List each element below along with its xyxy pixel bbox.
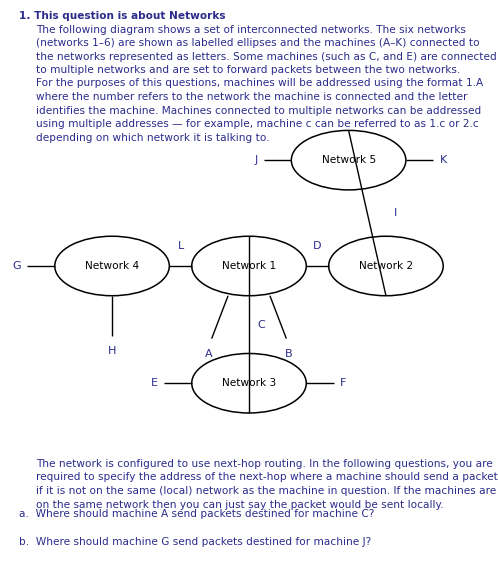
Text: Network 5: Network 5 <box>322 155 375 165</box>
Text: The following diagram shows a set of interconnected networks. The six networks
(: The following diagram shows a set of int… <box>36 25 497 76</box>
Text: H: H <box>108 346 116 356</box>
Text: Network 4: Network 4 <box>85 261 139 271</box>
Text: Network 1: Network 1 <box>222 261 276 271</box>
Text: E: E <box>151 378 158 388</box>
Text: Network 2: Network 2 <box>359 261 413 271</box>
Text: The network is configured to use next-hop routing. In the following questions, y: The network is configured to use next-ho… <box>36 459 498 510</box>
Text: K: K <box>440 155 447 165</box>
Text: C: C <box>257 320 265 329</box>
Text: For the purposes of this questions, machines will be addressed using the format : For the purposes of this questions, mach… <box>36 78 483 143</box>
Text: A: A <box>205 349 213 359</box>
Text: L: L <box>177 241 184 251</box>
Text: J: J <box>254 155 257 165</box>
Text: b.  Where should machine G send packets destined for machine J?: b. Where should machine G send packets d… <box>19 537 371 546</box>
Text: 1. This question is about Networks: 1. This question is about Networks <box>19 11 226 21</box>
Text: F: F <box>340 378 347 388</box>
Text: a.  Where should machine A send packets destined for machine C?: a. Where should machine A send packets d… <box>19 509 374 519</box>
Text: B: B <box>285 349 293 359</box>
Text: G: G <box>12 261 21 271</box>
Text: Network 3: Network 3 <box>222 378 276 388</box>
Text: D: D <box>313 241 322 251</box>
Text: I: I <box>394 208 397 218</box>
